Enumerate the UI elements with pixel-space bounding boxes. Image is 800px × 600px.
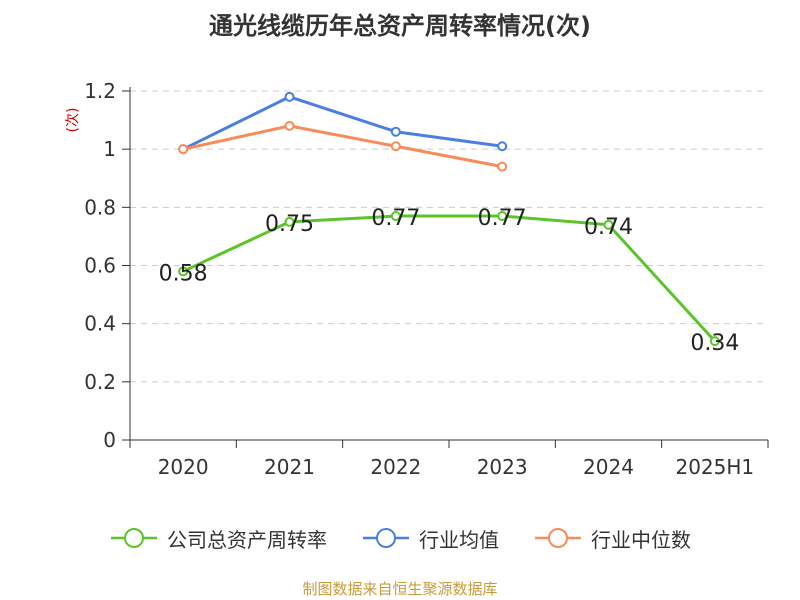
y-tick-label: 0.2 <box>84 370 116 394</box>
y-tick-label: 0 <box>103 428 116 452</box>
data-point <box>709 336 720 347</box>
data-label: 0.74 <box>584 215 633 240</box>
chart-title: 通光线缆历年总资产周转率情况(次) <box>209 12 591 40</box>
legend-item[interactable]: 公司总资产周转率 <box>109 524 327 553</box>
data-label: 0.75 <box>265 212 314 237</box>
data-point <box>178 144 189 155</box>
x-tick-label: 2020 <box>158 455 209 479</box>
data-point <box>497 141 508 152</box>
data-point <box>284 91 295 102</box>
y-tick-label: 1.2 <box>84 79 116 103</box>
data-label: 0.58 <box>159 261 208 286</box>
data-point <box>284 120 295 131</box>
series-line <box>181 124 504 169</box>
legend: 公司总资产周转率 行业均值 行业中位数 <box>0 518 800 558</box>
legend-label: 行业均值 <box>419 527 499 552</box>
data-label: 0.34 <box>690 331 739 356</box>
x-tick-label: 2024 <box>583 455 634 479</box>
x-tick-label: 2021 <box>264 455 315 479</box>
data-point <box>390 126 401 137</box>
legend-swatch-marker <box>124 528 144 548</box>
data-point <box>390 141 401 152</box>
legend-swatch <box>111 528 157 548</box>
legend-swatch-marker <box>548 528 568 548</box>
legend-item[interactable]: 行业中位数 <box>533 524 691 553</box>
x-tick-label: 2022 <box>370 455 421 479</box>
data-label: 0.77 <box>371 206 420 231</box>
grid-lines <box>130 90 768 383</box>
legend-item[interactable]: 行业均值 <box>361 524 499 553</box>
y-tick-label: 0.8 <box>84 195 116 219</box>
data-point <box>390 211 401 222</box>
data-label: 0.77 <box>478 206 527 231</box>
legend-swatch <box>363 528 409 548</box>
y-tick-label: 0.6 <box>84 254 116 278</box>
data-point <box>497 161 508 172</box>
axes: 0 0.2 0.4 0.6 0.8 1 1.2 2020 2021 2022 2023 2024 202… <box>84 79 769 479</box>
x-tick-label: 2023 <box>477 455 528 479</box>
data-point <box>178 266 189 277</box>
y-tick-label: 0.4 <box>84 312 116 336</box>
data-point <box>284 216 295 227</box>
legend-label: 公司总资产周转率 <box>167 527 327 552</box>
legend-label: 行业中位数 <box>591 527 691 552</box>
series-line <box>181 95 504 151</box>
legend-swatch <box>535 528 581 548</box>
series-lines <box>178 91 720 347</box>
y-tick-label: 1 <box>103 137 116 161</box>
data-point <box>497 211 508 222</box>
data-labels: 0.58 0.75 0.77 0.77 0.74 0.34 <box>159 206 740 356</box>
series-line <box>181 214 717 343</box>
legend-swatch-marker <box>376 528 396 548</box>
data-point <box>603 219 614 230</box>
source-note: 制图数据来自恒生聚源数据库 <box>302 580 498 598</box>
x-tick-label: 2025H1 <box>675 455 754 479</box>
